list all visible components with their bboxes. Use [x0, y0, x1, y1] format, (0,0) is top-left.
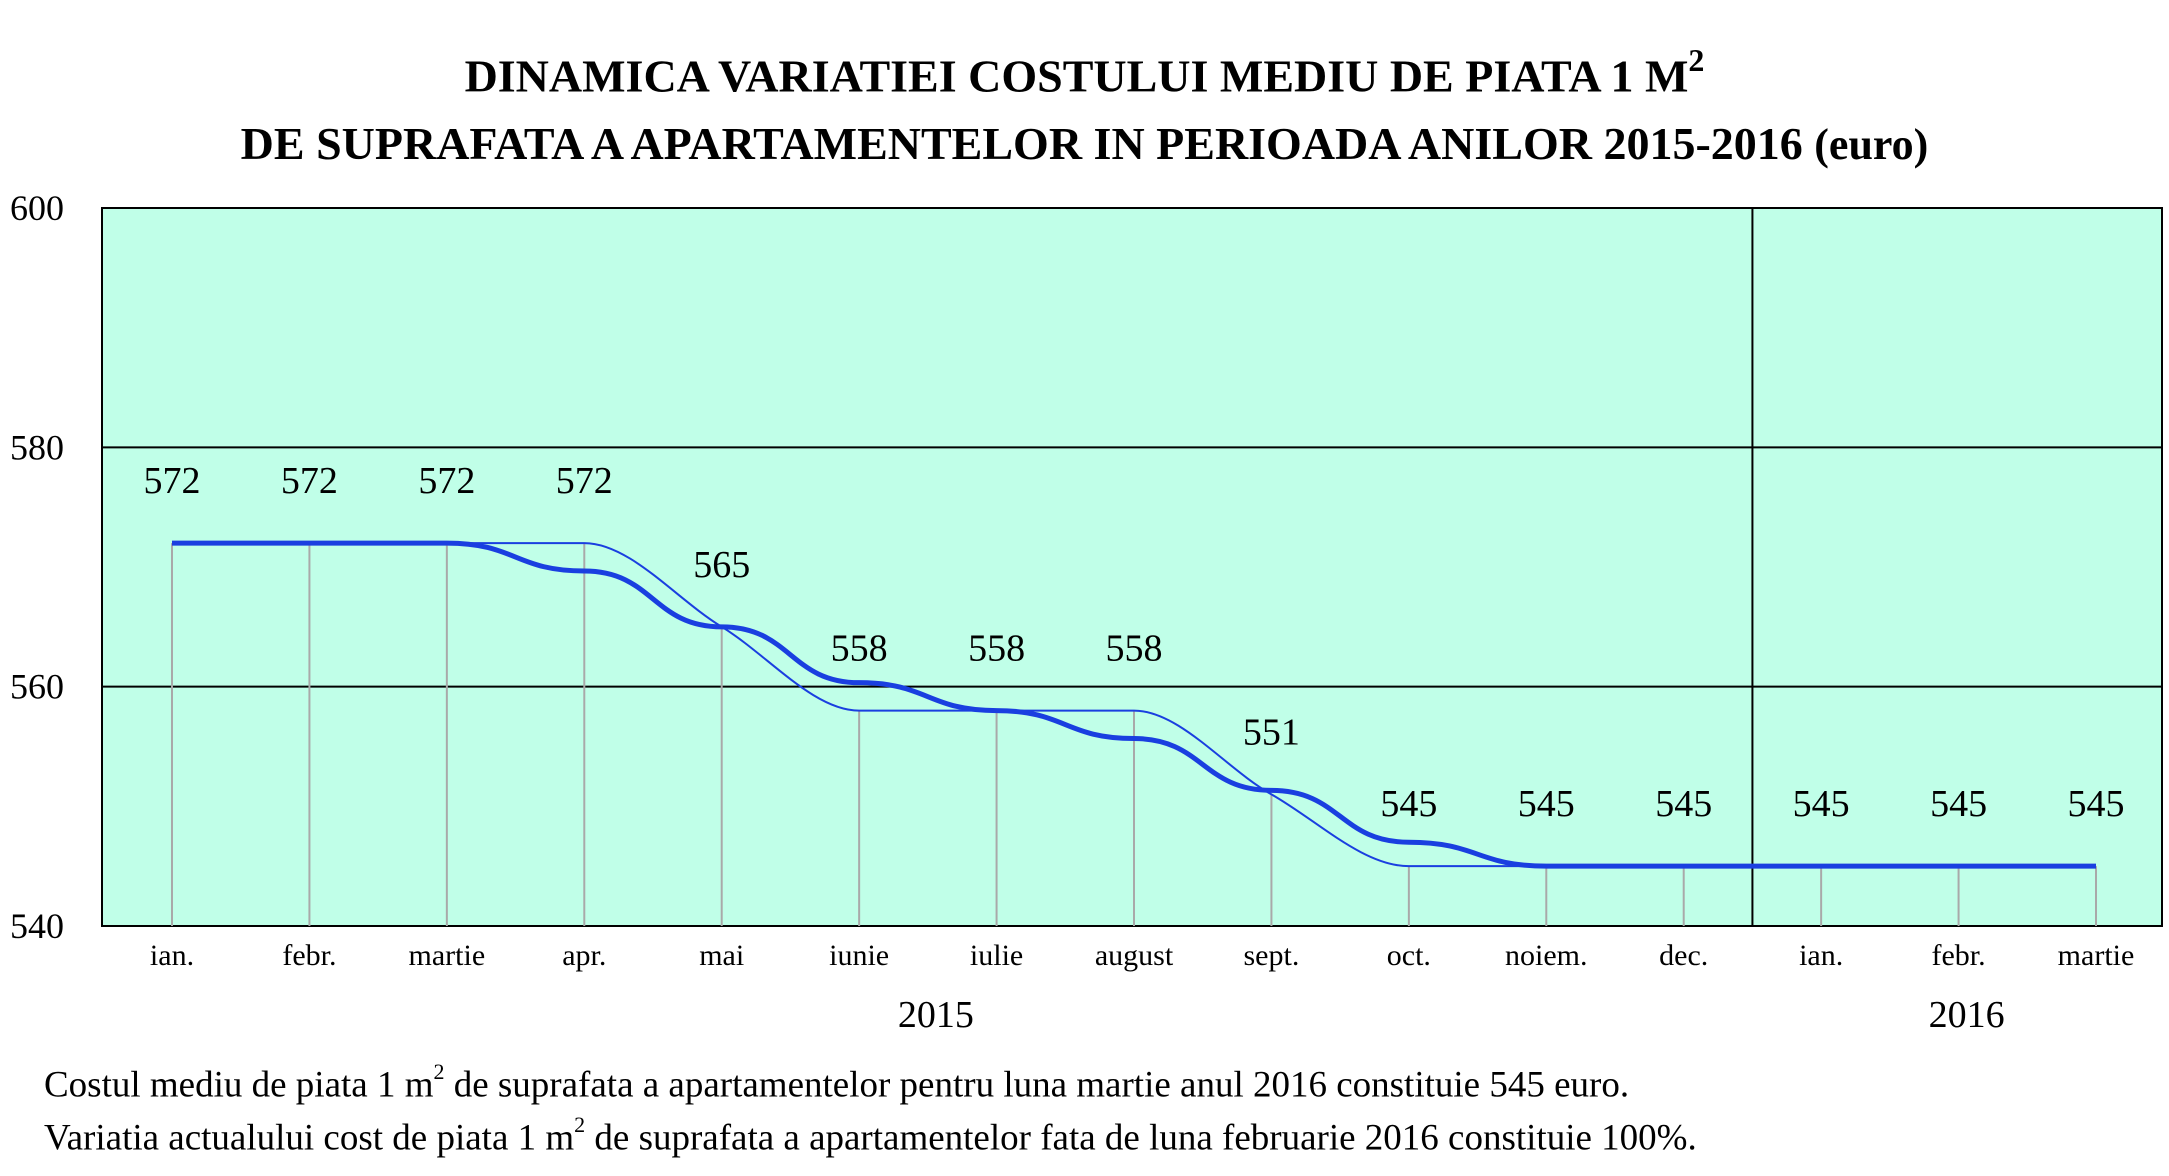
chart-title-unit: (euro): [1814, 120, 1929, 169]
x-tick-label: mai: [699, 939, 744, 972]
x-tick-label: febr.: [1932, 939, 1986, 972]
year-labels: 2015 2016: [898, 994, 2005, 1036]
y-axis-ticks: 540 560 580 600: [10, 188, 64, 946]
series-lines: [172, 540, 2096, 869]
x-tick-label: apr.: [562, 939, 606, 972]
data-label: 565: [693, 544, 750, 586]
data-label: 545: [1518, 783, 1575, 825]
chart-title-text-1: DINAMICA VARIATIEI COSTULUI MEDIU DE PIA…: [464, 50, 1689, 102]
caption-2-text-a: Variatia actualului cost de piata 1 m: [44, 1117, 575, 1159]
x-tick-label: febr.: [282, 939, 336, 972]
y-tick-label: 600: [10, 188, 64, 228]
chart-title-line-1: DINAMICA VARIATIEI COSTULUI MEDIU DE PIA…: [0, 44, 2169, 102]
grid-lines: [102, 208, 2162, 926]
drop-lines: [171, 543, 2097, 926]
x-tick-label: ian.: [1799, 939, 1843, 972]
data-label: 558: [968, 628, 1025, 670]
caption-line-2: Variatia actualului cost de piata 1 m2 d…: [44, 1112, 1697, 1159]
x-tick-label: ian.: [150, 939, 194, 972]
plot-area: [101, 207, 2163, 927]
series-line-trend: [172, 540, 2096, 869]
data-label: 558: [1106, 628, 1163, 670]
x-tick-label: oct.: [1387, 939, 1431, 972]
x-axis-ticks: ian. febr. martie apr. mai iunie iulie august se…: [150, 939, 2134, 972]
data-label: 545: [1930, 783, 1987, 825]
x-tick-label: iunie: [829, 939, 889, 972]
data-label: 545: [2068, 783, 2125, 825]
data-label: 572: [281, 460, 338, 502]
x-tick-label: noiem.: [1505, 939, 1588, 972]
x-tick-label: dec.: [1659, 939, 1708, 972]
y-tick-label: 540: [10, 906, 64, 946]
x-tick-label: august: [1095, 939, 1174, 972]
data-label: 572: [556, 460, 613, 502]
caption-line-1: Costul mediu de piata 1 m2 de suprafata …: [44, 1059, 1630, 1106]
chart-title-superscript: 2: [1688, 42, 1705, 78]
data-label: 572: [418, 460, 475, 502]
caption-2-superscript: 2: [574, 1112, 586, 1137]
y-tick-label: 580: [10, 427, 64, 467]
caption-1-text-b: de suprafata a apartamentelor pentru lun…: [444, 1064, 1630, 1106]
year-label: 2016: [1929, 994, 2005, 1036]
chart-title-text-2: DE SUPRAFATA A APARTAMENTELOR IN PERIOAD…: [240, 118, 1803, 169]
caption-1-text-a: Costul mediu de piata 1 m: [44, 1064, 434, 1106]
chart-title-line-2: DE SUPRAFATA A APARTAMENTELOR IN PERIOAD…: [0, 121, 2169, 167]
year-label: 2015: [898, 994, 974, 1036]
y-tick-label: 560: [10, 667, 64, 707]
data-label: 572: [144, 460, 201, 502]
x-tick-label: iulie: [970, 939, 1023, 972]
x-tick-label: martie: [2058, 939, 2135, 972]
data-label: 545: [1380, 783, 1437, 825]
x-tick-label: sept.: [1244, 939, 1300, 972]
data-label: 545: [1655, 783, 1712, 825]
caption-2-text-b: de suprafata a apartamentelor fata de lu…: [585, 1117, 1697, 1159]
data-labels: 572 572 572 572 565 558 558 558 551 545 545 545 545 5…: [144, 460, 2125, 825]
data-label: 551: [1243, 711, 1300, 753]
caption-1-superscript: 2: [433, 1059, 445, 1084]
data-label: 558: [831, 628, 888, 670]
data-label: 545: [1793, 783, 1850, 825]
x-tick-label: martie: [409, 939, 486, 972]
